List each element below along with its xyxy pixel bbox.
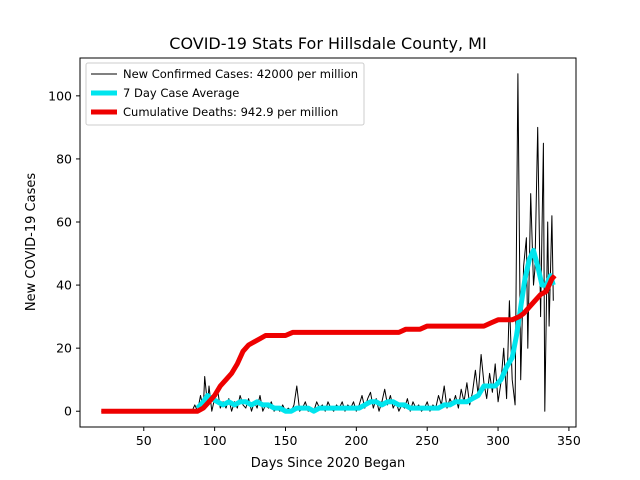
x-axis-label: Days Since 2020 Began <box>251 456 406 471</box>
x-tick-label: 200 <box>344 433 368 448</box>
series-line-cumulative-deaths-942-9-per-million <box>101 273 557 414</box>
y-tick-label: 80 <box>56 151 72 166</box>
y-tick-label: 20 <box>56 341 72 356</box>
y-tick-label: 60 <box>56 215 72 230</box>
x-tick-label: 300 <box>486 433 510 448</box>
legend-box <box>85 62 365 126</box>
legend-label-cumulative-deaths: Cumulative Deaths: 942.9 per million <box>123 105 338 119</box>
x-axis: 50 100 150 200 250 300 350 <box>136 427 581 448</box>
y-tick-label: 0 <box>64 404 72 419</box>
legend-label-7day-average: 7 Day Case Average <box>123 86 239 100</box>
y-axis-label: New COVID-19 Cases <box>24 173 39 311</box>
plot-frame <box>79 57 577 428</box>
y-tick-label: 100 <box>48 88 72 103</box>
x-tick-label: 100 <box>203 433 227 448</box>
x-tick-label: 150 <box>274 433 298 448</box>
plot-area <box>101 73 557 414</box>
series-line-new-confirmed-cases-42000-per-million <box>101 73 554 412</box>
series-line-7-day-case-average <box>195 247 556 414</box>
y-tick-label: 40 <box>56 278 72 293</box>
x-tick-label: 350 <box>557 433 581 448</box>
x-tick-label: 50 <box>136 433 152 448</box>
x-tick-label: 250 <box>415 433 439 448</box>
legend: New Confirmed Cases: 42000 per million 7… <box>85 62 365 126</box>
chart-title: COVID-19 Stats For Hillsdale County, MI <box>169 34 486 53</box>
legend-label-new-cases: New Confirmed Cases: 42000 per million <box>123 67 358 81</box>
y-axis: 0 20 40 60 80 100 <box>48 88 80 419</box>
